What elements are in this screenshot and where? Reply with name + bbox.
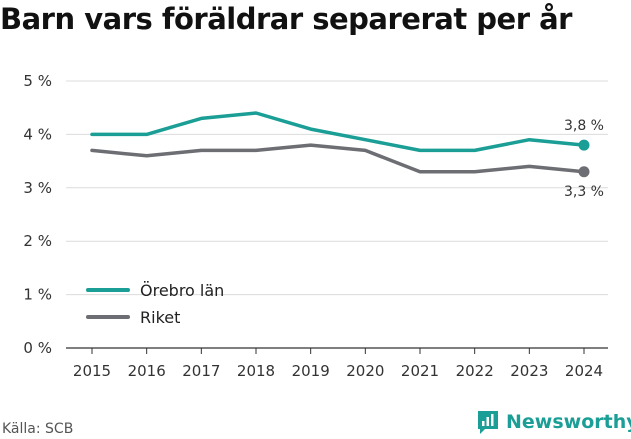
series-end-point — [578, 166, 590, 178]
y-tick-label: 4 % — [23, 125, 52, 143]
legend-label: Örebro län — [140, 281, 224, 300]
legend-label: Riket — [140, 308, 180, 327]
x-tick-label: 2022 — [456, 362, 494, 380]
x-tick-label: 2019 — [292, 362, 330, 380]
data-label: 3,8 % — [564, 118, 604, 134]
x-tick-label: 2021 — [401, 362, 439, 380]
x-tick-label: 2018 — [237, 362, 275, 380]
data-label: 3,3 % — [564, 184, 604, 200]
series-line — [90, 143, 586, 174]
x-tick-label: 2024 — [565, 362, 603, 380]
source-note: Källa: SCB — [2, 421, 74, 437]
brand-name: Newsworthy — [506, 411, 631, 433]
brand-logo: Newsworthy — [476, 409, 631, 435]
y-tick-label: 1 % — [23, 286, 52, 304]
x-tick-label: 2023 — [510, 362, 548, 380]
series-line — [90, 111, 586, 153]
y-tick-label: 2 % — [23, 232, 52, 250]
axis-layer: 0 % 1 % 2 % 3 % 4 % 5 % 2015 2016 2017 2018 2019 20… — [23, 72, 608, 380]
newsworthy-logo-icon — [478, 411, 498, 434]
y-tick-label: 0 % — [23, 339, 52, 357]
y-tick-label: 3 % — [23, 179, 52, 197]
y-tick-label: 5 % — [23, 72, 52, 90]
chart-title: Barn vars föräldrar separerat per år — [0, 2, 572, 36]
legend: Örebro län Riket — [86, 281, 224, 327]
x-tick-label: 2020 — [346, 362, 384, 380]
x-tick-label: 2017 — [182, 362, 220, 380]
x-tick-label: 2015 — [73, 362, 111, 380]
series-layer — [90, 111, 590, 178]
series-end-point — [578, 139, 590, 151]
grid-layer — [66, 80, 608, 296]
label-layer: 3,8 % 3,3 % — [564, 118, 604, 200]
x-tick-label: 2016 — [128, 362, 166, 380]
